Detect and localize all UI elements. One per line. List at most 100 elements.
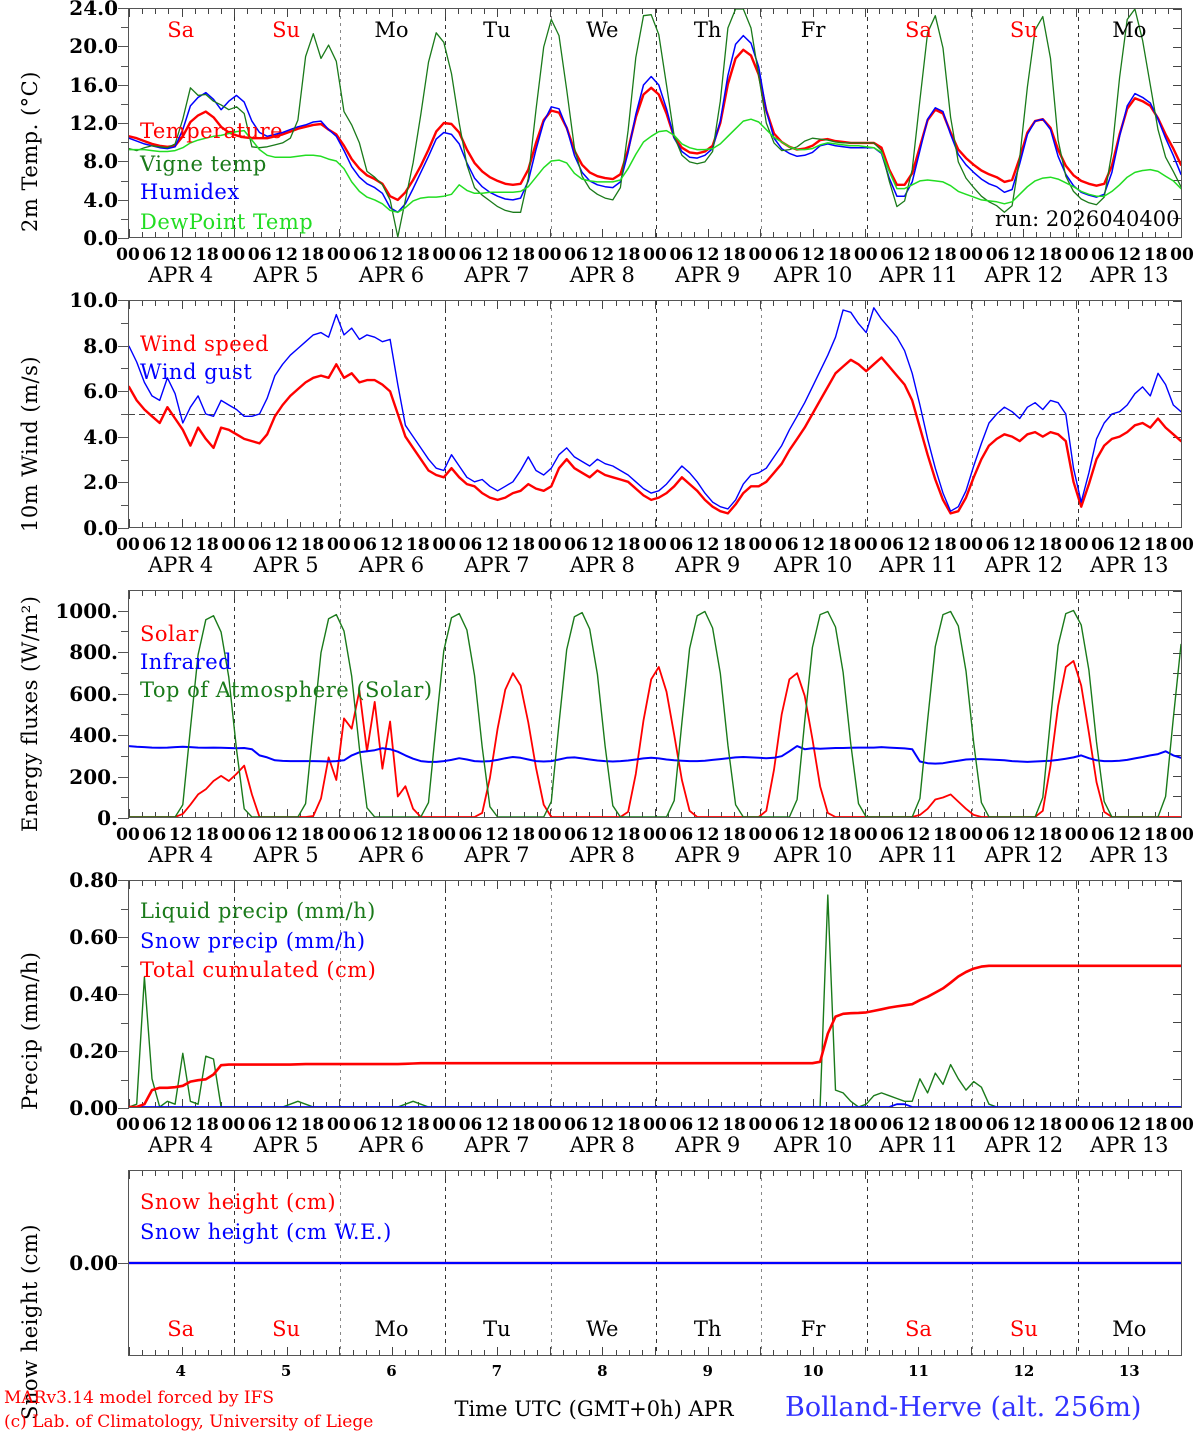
- hour-tick-label: 12: [906, 535, 931, 555]
- legend-snow-height-we: Snow height (cm W.E.): [140, 1220, 392, 1244]
- precip-y-label: Precip (mm/h): [18, 951, 42, 1110]
- hour-tick-label: 12: [274, 535, 298, 555]
- hour-tick-label: 12: [485, 535, 509, 555]
- hour-tick-label: 18: [1143, 245, 1168, 265]
- y-tick-mark: [118, 300, 129, 301]
- y-tick-mark: [118, 652, 129, 653]
- hour-tick-label: 06: [880, 1115, 904, 1135]
- date-label: APR 10: [773, 553, 853, 577]
- hour-tick-label: 06: [564, 535, 588, 555]
- wind-panel: 10m Wind (m/s) 0.0 2.0 4.0 6.0 8.0 10.0 Wind …: [0, 288, 1194, 580]
- legend-wind-speed: Wind speed: [140, 332, 270, 356]
- day-name-label: Tu: [483, 18, 511, 42]
- hour-tick-label: 18: [827, 1115, 852, 1135]
- y-minor-tick: [121, 104, 129, 105]
- legend-vigne-temp: Vigne temp: [140, 152, 267, 176]
- footer-copyright-line: (c) Lab. of Climatology, University of L…: [4, 1412, 374, 1432]
- hour-tick-label: 12: [485, 1115, 509, 1135]
- snow-plot-area: [128, 1170, 1182, 1356]
- hour-tick-label: 12: [1117, 1115, 1142, 1135]
- hour-tick-label: 18: [933, 245, 957, 265]
- hour-tick-label: 18: [933, 825, 957, 845]
- hour-tick-label: 12: [590, 245, 615, 265]
- hour-tick-label: 06: [142, 535, 167, 555]
- footer-model-line: MARv3.14 model forced by IFS: [4, 1388, 275, 1408]
- date-label: APR 10: [773, 263, 853, 287]
- hour-tick-label: 18: [1038, 825, 1063, 845]
- day-name-label: Sa: [905, 1317, 932, 1341]
- hour-tick-label: 00: [853, 1115, 878, 1135]
- date-label: APR 12: [984, 843, 1064, 867]
- date-label: APR 6: [358, 553, 425, 577]
- hour-tick-label: 12: [274, 825, 298, 845]
- hour-tick-label: 06: [880, 535, 904, 555]
- y-tick-mark: [118, 611, 129, 612]
- hour-tick-label: 06: [669, 535, 694, 555]
- y-tick-mark: [118, 528, 129, 529]
- hour-tick-label: 06: [353, 1115, 377, 1135]
- legend-snow-height: Snow height (cm): [140, 1190, 337, 1214]
- hour-tick-label: 18: [300, 535, 325, 555]
- date-label: APR 7: [464, 843, 530, 867]
- hour-tick-label: 06: [774, 825, 799, 845]
- hour-tick-label: 06: [142, 1115, 167, 1135]
- y-tick-label: 12.0: [69, 111, 118, 135]
- hour-tick-label: 12: [485, 825, 509, 845]
- day-name-label: Su: [272, 18, 301, 42]
- hour-tick-label: 06: [669, 245, 694, 265]
- y-tick-label: 20.0: [69, 34, 118, 59]
- hour-tick-label: 06: [564, 825, 588, 845]
- date-label: APR 13: [1090, 1133, 1169, 1157]
- hour-tick-label: 12: [801, 825, 825, 845]
- hour-tick-label: 00: [959, 825, 984, 845]
- hour-tick-label: 06: [985, 1115, 1010, 1135]
- hour-tick-label: 06: [353, 245, 377, 265]
- day-number-label: 10: [802, 1362, 824, 1380]
- hour-tick-label: 18: [827, 825, 852, 845]
- hour-tick-label: 12: [906, 245, 931, 265]
- hour-tick-label: 06: [985, 825, 1010, 845]
- y-minor-tick: [121, 460, 129, 461]
- hour-tick-label: 00: [537, 245, 562, 265]
- y-minor-tick: [121, 1080, 129, 1081]
- y-minor-tick: [121, 323, 129, 324]
- hour-tick-label: 00: [643, 245, 667, 265]
- day-number-label: 5: [280, 1362, 292, 1380]
- hour-tick-label: 00: [116, 245, 140, 265]
- legend-infrared: Infrared: [140, 650, 233, 674]
- hour-tick-label: 18: [616, 825, 641, 845]
- date-label: APR 11: [879, 843, 958, 867]
- day-number-label: 9: [702, 1362, 713, 1380]
- hour-tick-label: 18: [616, 1115, 641, 1135]
- hour-tick-label: 18: [195, 825, 219, 845]
- y-tick-mark: [118, 818, 129, 819]
- hour-tick-label: 12: [485, 245, 509, 265]
- hour-tick-label: 00: [221, 1115, 246, 1135]
- hour-tick-label: 06: [247, 535, 272, 555]
- y-minor-tick: [121, 181, 129, 182]
- hour-tick-label: 06: [669, 1115, 694, 1135]
- hour-tick-label: 00: [432, 825, 457, 845]
- hour-tick-label: 18: [300, 1115, 325, 1135]
- date-label: APR 11: [879, 553, 958, 577]
- hour-tick-label: 00: [221, 825, 246, 845]
- hour-tick-label: 00: [853, 535, 878, 555]
- date-label: APR 12: [984, 263, 1064, 287]
- day-name-label: We: [586, 1317, 619, 1341]
- hour-tick-label: 18: [511, 825, 536, 845]
- date-label: APR 10: [773, 843, 853, 867]
- y-tick-label: 0.00: [69, 1096, 118, 1120]
- day-name-label: Mo: [374, 18, 409, 42]
- hour-tick-label: 00: [537, 1115, 562, 1135]
- y-tick-label: 400.: [69, 723, 118, 748]
- day-number-label: 11: [908, 1362, 929, 1380]
- date-label: APR 8: [569, 843, 635, 867]
- day-name-label: Mo: [374, 1317, 409, 1341]
- date-label: APR 9: [675, 263, 741, 287]
- hour-tick-label: 00: [853, 825, 878, 845]
- day-number-label: 4: [175, 1362, 186, 1380]
- hour-tick-label: 00: [643, 825, 667, 845]
- hour-tick-label: 00: [853, 245, 878, 265]
- y-tick-label: 2.0: [83, 470, 118, 495]
- y-tick-mark: [118, 937, 129, 938]
